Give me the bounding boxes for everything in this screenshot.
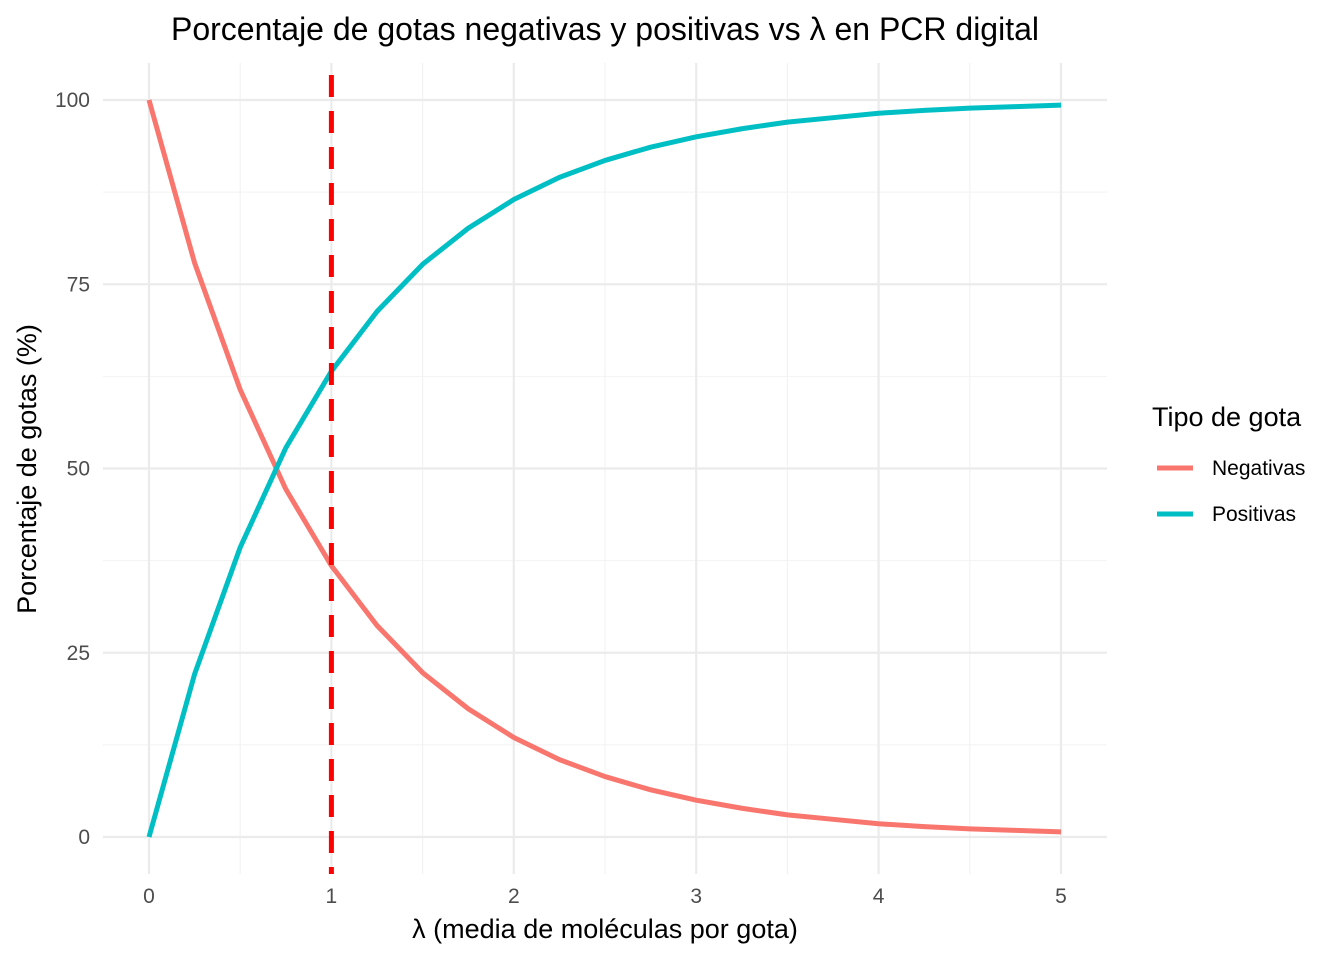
y-axis-title: Porcentaje de gotas (%) <box>12 324 42 614</box>
legend: Tipo de gota Negativas Positivas <box>1152 402 1305 526</box>
legend-item: Positivas <box>1157 503 1296 526</box>
y-axis-ticks: 0 25 50 75 100 <box>55 89 90 849</box>
legend-title: Tipo de gota <box>1152 402 1302 432</box>
chart-title: Porcentaje de gotas negativas y positiva… <box>171 11 1039 47</box>
y-tick-label: 0 <box>78 826 90 849</box>
y-tick-label: 100 <box>55 89 90 112</box>
x-tick-label: 0 <box>143 885 155 908</box>
series-line-positivas <box>146 102 1062 838</box>
y-tick-label: 75 <box>67 273 90 296</box>
y-tick-label: 25 <box>67 642 90 665</box>
x-tick-label: 5 <box>1055 885 1067 908</box>
x-tick-label: 2 <box>508 885 520 908</box>
x-axis-ticks: 0 1 2 3 4 5 <box>143 885 1067 908</box>
x-axis-title: λ (media de moléculas por gota) <box>412 914 798 944</box>
x-tick-label: 4 <box>873 885 885 908</box>
y-tick-label: 50 <box>67 458 90 481</box>
legend-label: Positivas <box>1212 503 1296 526</box>
x-tick-label: 1 <box>326 885 338 908</box>
legend-label: Negativas <box>1212 457 1305 480</box>
series-line-negativas <box>146 99 1062 835</box>
series-lines <box>146 75 1062 874</box>
legend-items: Negativas Positivas <box>1157 457 1305 526</box>
grid-lines <box>103 63 1107 874</box>
x-tick-label: 3 <box>690 885 702 908</box>
legend-item: Negativas <box>1157 457 1305 480</box>
